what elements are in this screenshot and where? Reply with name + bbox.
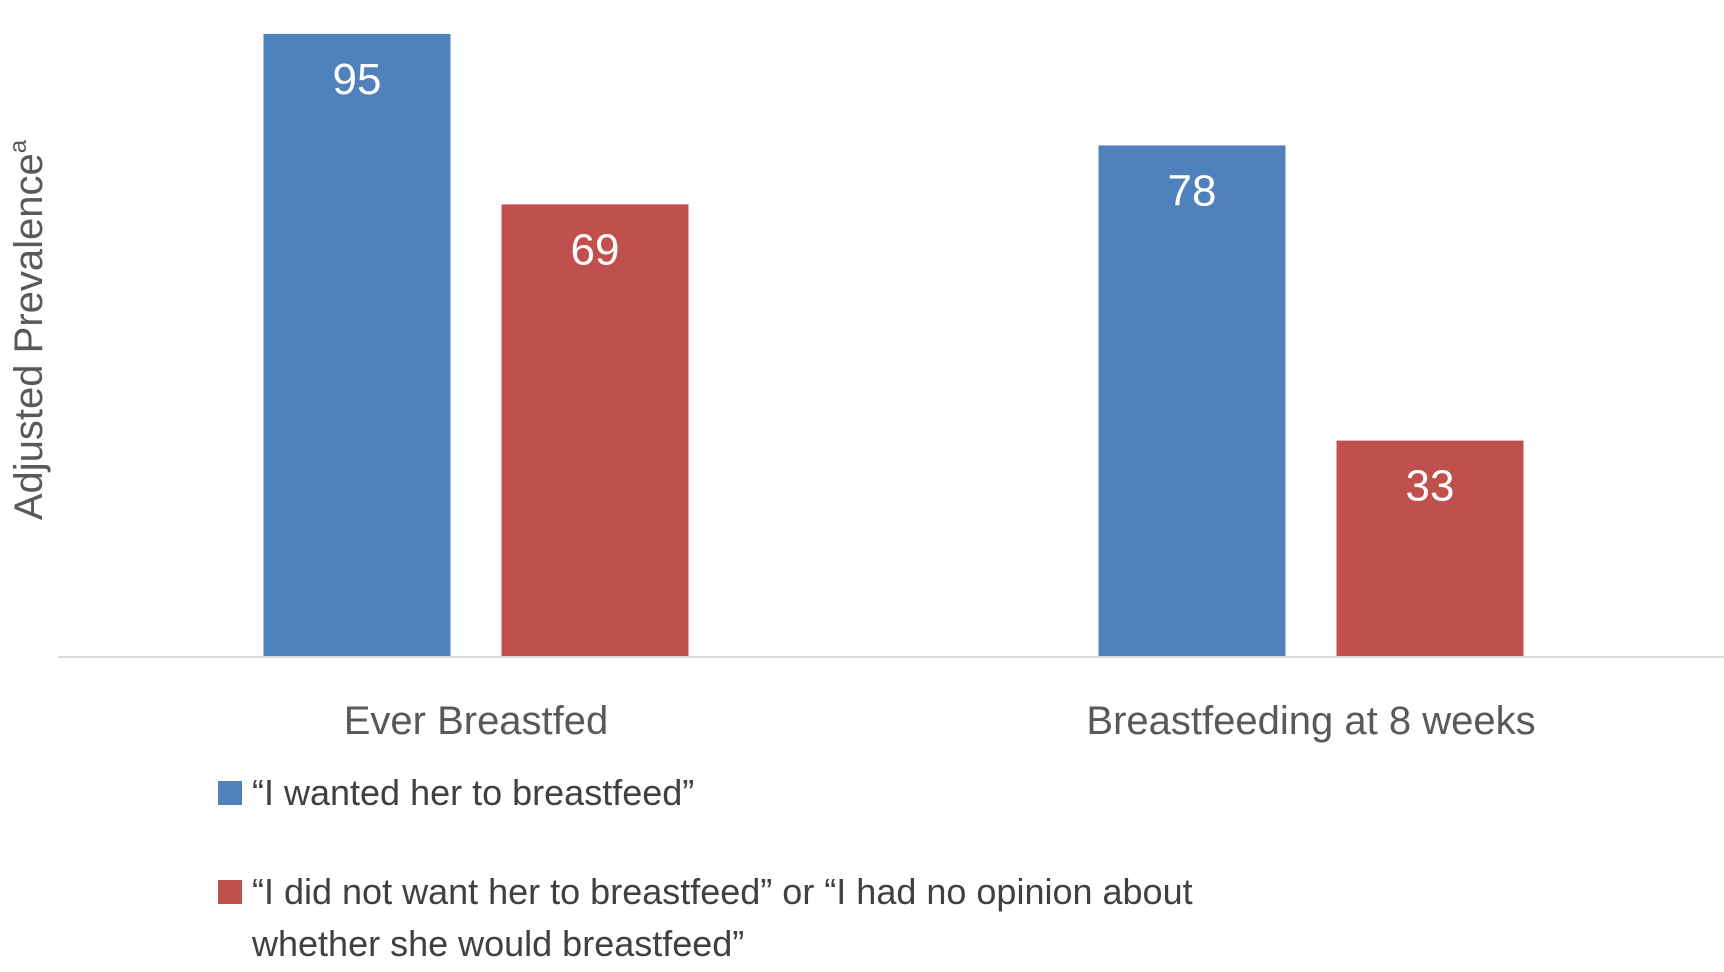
bar-value-label: 95 [333,55,382,104]
bar-not-wanted-breastfeeding-8-weeks [1336,440,1524,657]
legend-swatch [218,880,242,904]
bar-value-labels: 95 69 78 33 [333,55,1455,511]
bar-value-label: 78 [1168,166,1217,215]
category-labels: Ever Breastfed Breastfeeding at 8 weeks [344,699,1536,743]
legend-label: “I did not want her to breastfeed” or “I… [252,871,1193,912]
y-axis-title-superscript: a [5,139,32,153]
legend: “I wanted her to breastfeed” “I did not w… [218,772,1193,964]
legend-swatch [218,781,242,805]
bar-not-wanted-ever-breastfed [501,204,689,657]
y-axis-title-text: Adjusted Prevalence [7,153,51,520]
legend-item-wanted: “I wanted her to breastfeed” [218,772,694,813]
category-label-ever-breastfed: Ever Breastfed [344,699,609,743]
bar-value-label: 33 [1406,462,1455,511]
y-axis-title: Adjusted Prevalencea [5,139,51,520]
legend-label: whether she would breastfeed” [251,923,744,964]
bar-wanted-breastfeeding-8-weeks [1098,145,1286,657]
bar-wanted-ever-breastfed [263,33,451,657]
legend-item-not-wanted: “I did not want her to breastfeed” or “I… [218,871,1193,964]
legend-label: “I wanted her to breastfeed” [252,772,694,813]
category-label-breastfeeding-8-weeks: Breastfeeding at 8 weeks [1086,699,1535,743]
bars-group [263,33,1524,657]
bar-value-label: 69 [571,225,620,274]
